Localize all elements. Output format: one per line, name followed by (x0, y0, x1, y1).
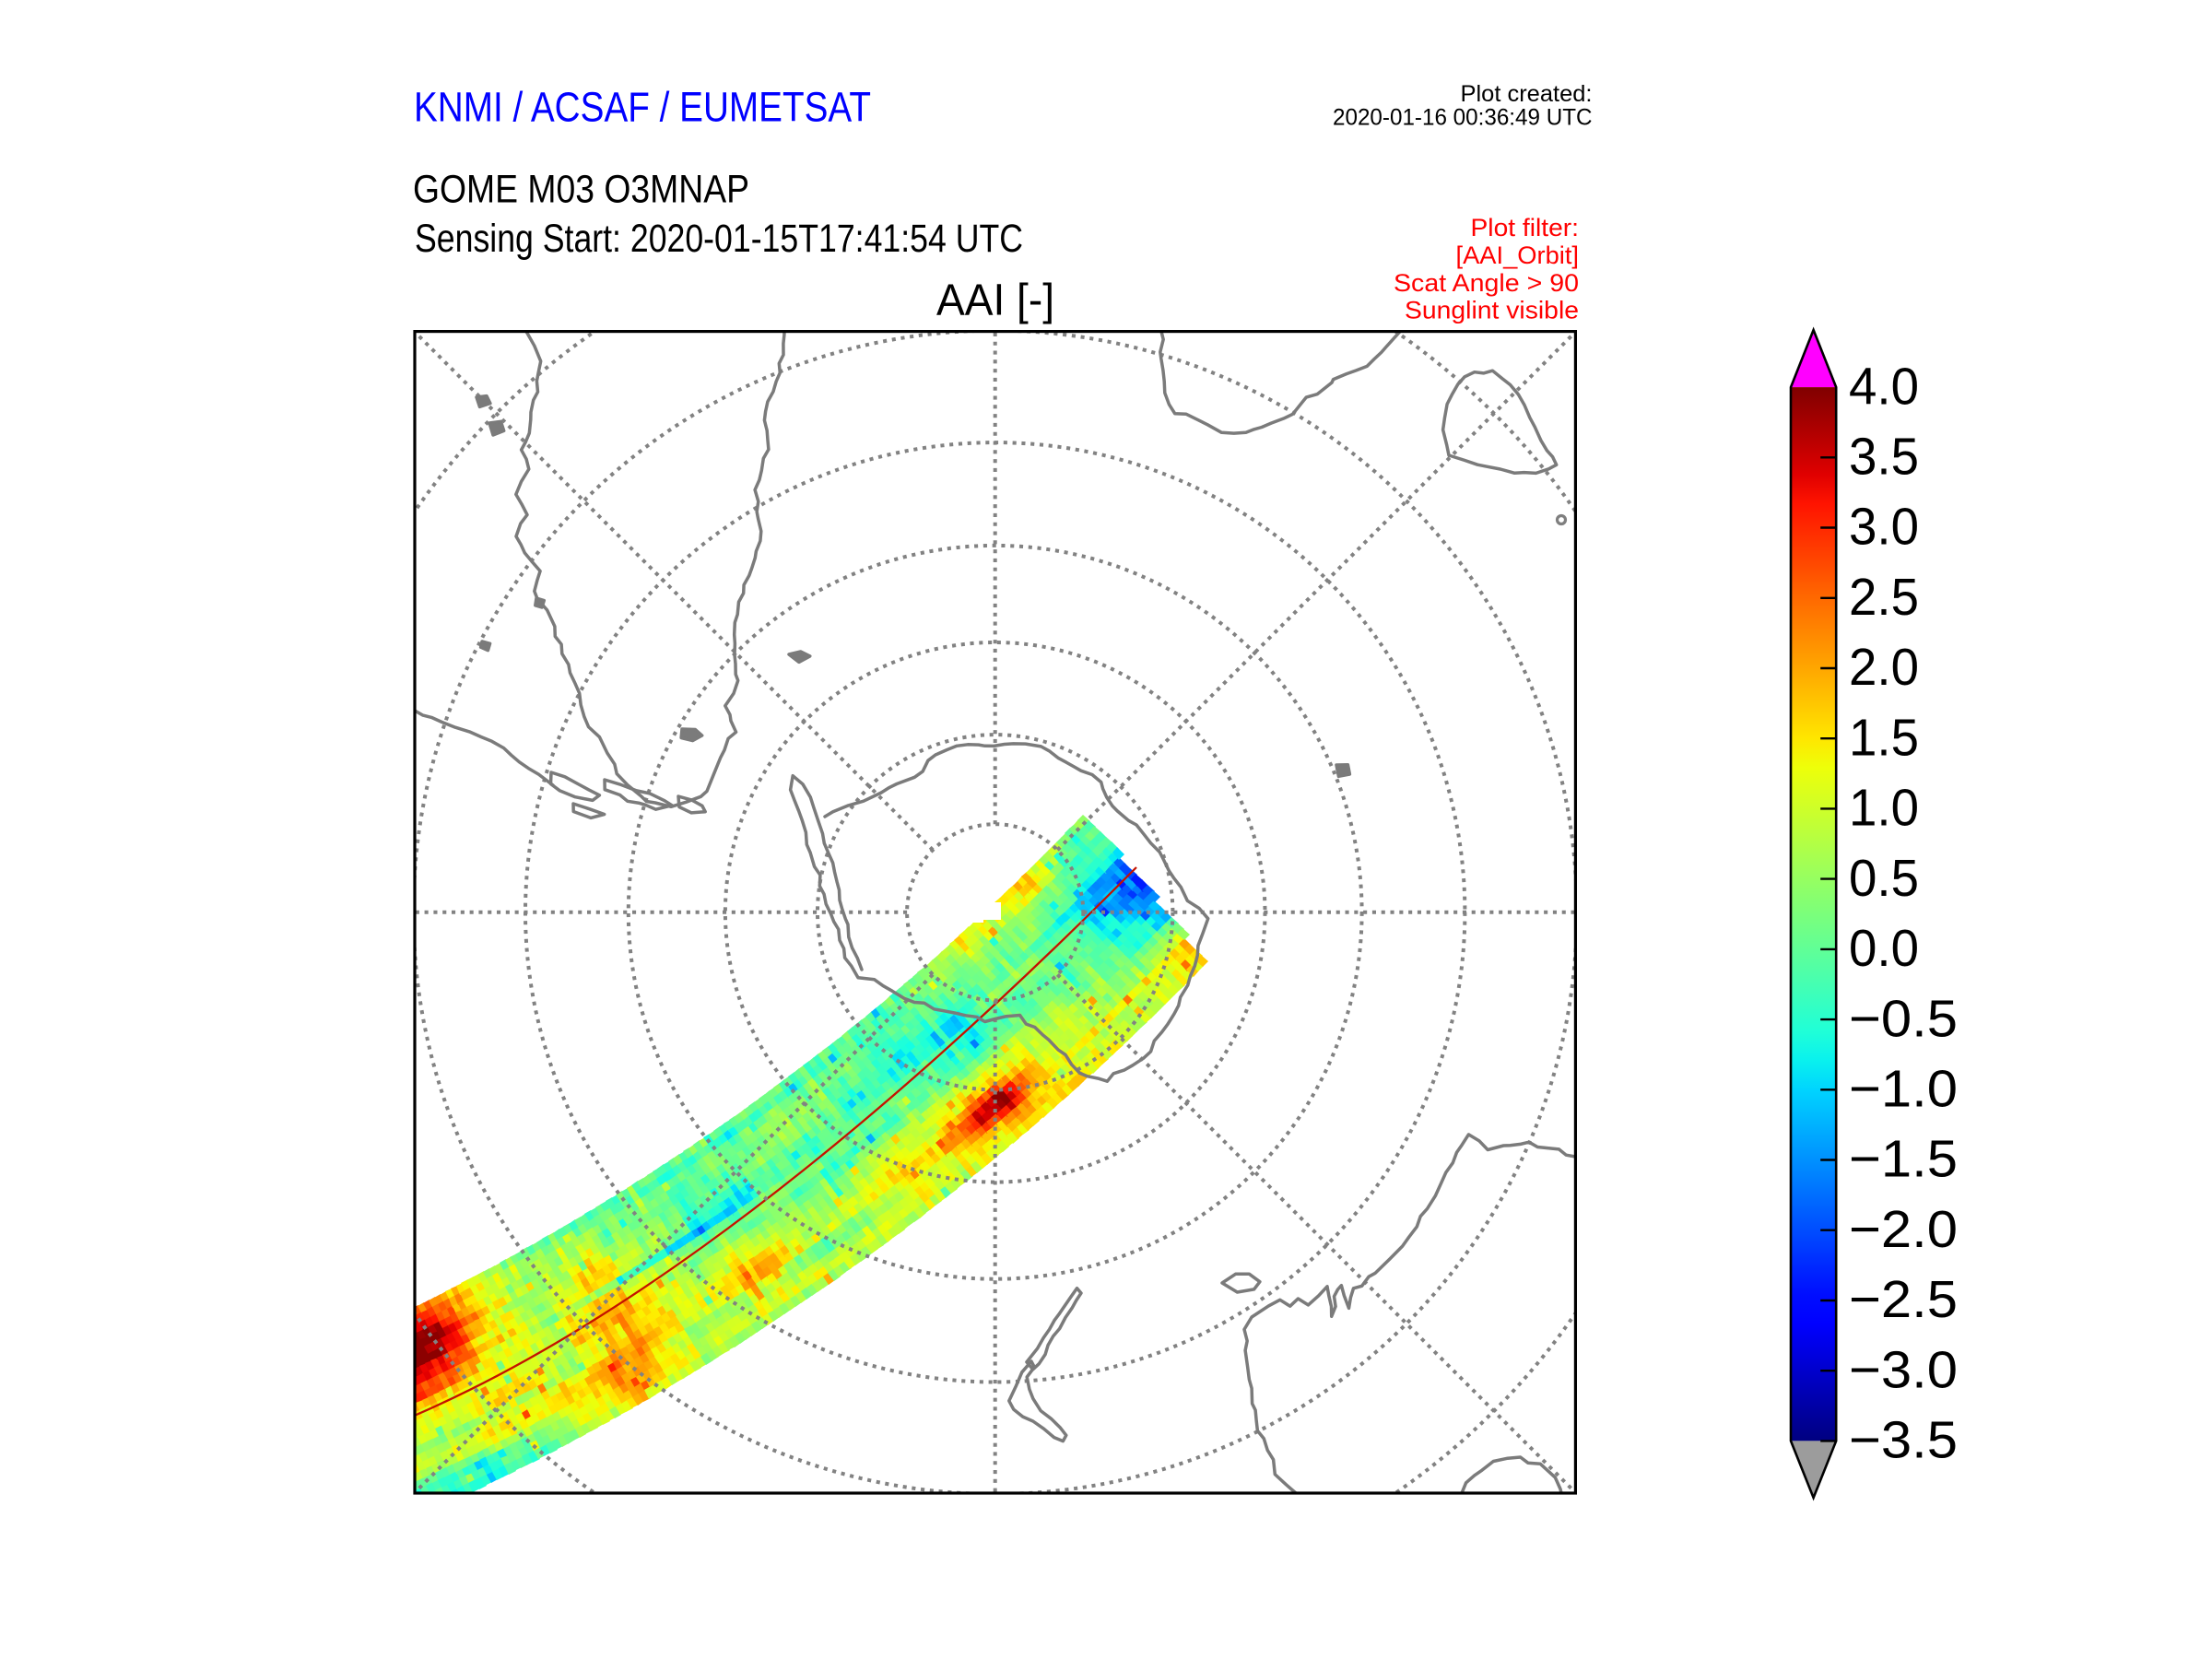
svg-text:2.5: 2.5 (1849, 568, 1919, 627)
svg-text:KNMI / ACSAF / EUMETSAT: KNMI / ACSAF / EUMETSAT (414, 84, 871, 131)
svg-text:3.5: 3.5 (1849, 428, 1919, 487)
svg-text:1.0: 1.0 (1849, 779, 1919, 838)
svg-text:0.0: 0.0 (1849, 919, 1919, 978)
svg-text:Sensing Start: 2020-01-15T17:4: Sensing Start: 2020-01-15T17:41:54 UTC (415, 217, 1023, 260)
svg-text:−1.5: −1.5 (1849, 1130, 1958, 1189)
svg-text:Plot filter:: Plot filter: (1471, 214, 1580, 241)
svg-text:Plot created:: Plot created: (1461, 81, 1593, 107)
svg-text:−2.0: −2.0 (1849, 1200, 1958, 1259)
svg-text:3.0: 3.0 (1849, 498, 1919, 557)
svg-text:AAI [-]: AAI [-] (936, 276, 1054, 324)
svg-text:GOME M03 O3MNAP: GOME M03 O3MNAP (413, 168, 749, 211)
svg-text:−2.5: −2.5 (1849, 1270, 1958, 1329)
svg-text:0.5: 0.5 (1849, 849, 1919, 908)
svg-text:−1.0: −1.0 (1849, 1060, 1958, 1119)
svg-text:2020-01-16 00:36:49 UTC: 2020-01-16 00:36:49 UTC (1333, 104, 1593, 130)
svg-text:4.0: 4.0 (1849, 357, 1919, 416)
svg-text:1.5: 1.5 (1849, 708, 1919, 767)
svg-text:Sunglint visible: Sunglint visible (1405, 297, 1579, 324)
svg-text:−3.0: −3.0 (1849, 1340, 1958, 1399)
svg-text:2.0: 2.0 (1849, 638, 1919, 697)
svg-text:−3.5: −3.5 (1849, 1411, 1958, 1470)
svg-text:−0.5: −0.5 (1849, 989, 1958, 1048)
svg-text:Scat Angle > 90: Scat Angle > 90 (1394, 269, 1579, 297)
svg-text:[AAI_Orbit]: [AAI_Orbit] (1456, 241, 1580, 269)
